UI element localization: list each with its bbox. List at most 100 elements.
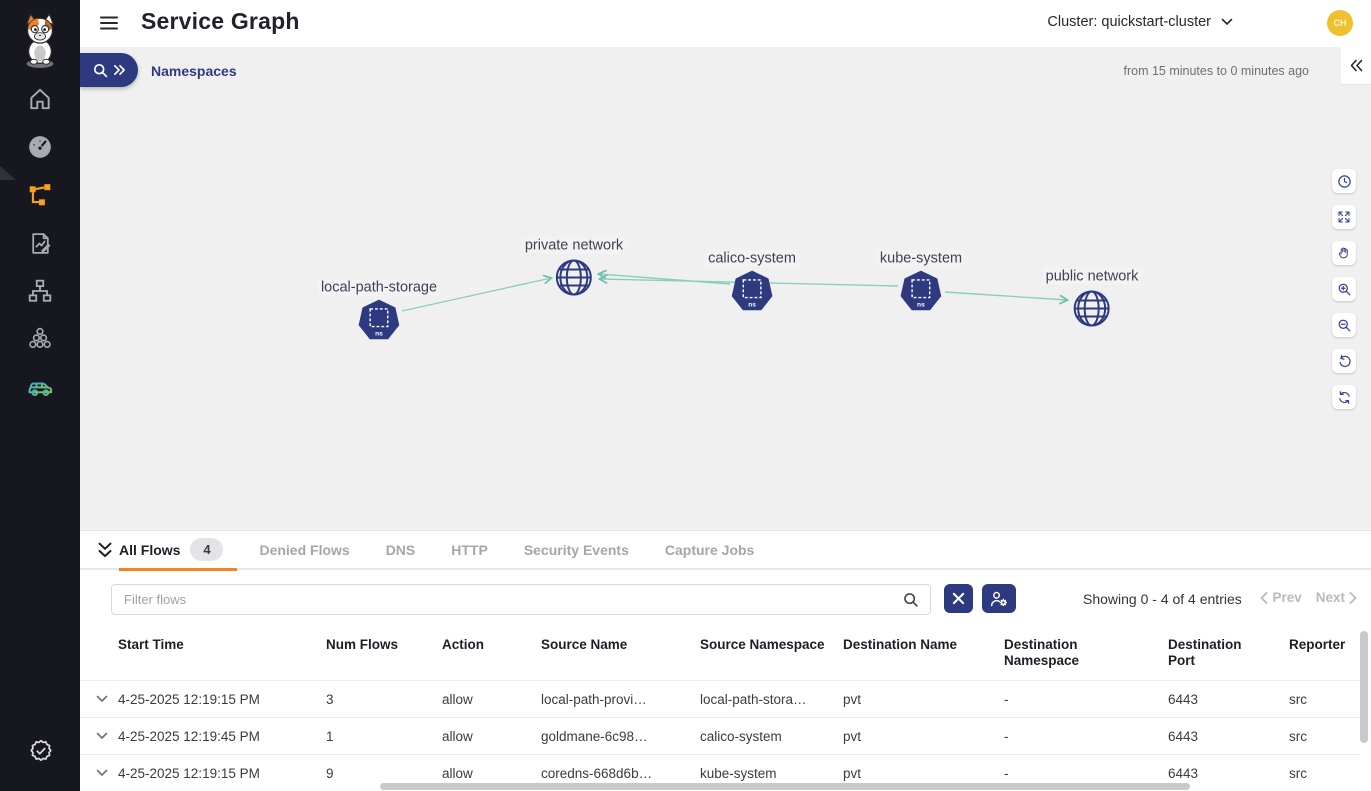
chevron-right-icon — [1349, 591, 1357, 604]
time-control-button[interactable] — [1332, 169, 1356, 193]
cell-destination-port: 6443 — [1168, 728, 1199, 744]
column-header[interactable]: Destination Namespace — [1004, 637, 1080, 669]
table-row[interactable]: 4-25-2025 12:19:45 PM 1 allow goldmane-6… — [80, 717, 1360, 754]
table-row[interactable]: 4-25-2025 12:19:15 PM 3 allow local-path… — [80, 680, 1360, 717]
clear-filter-button[interactable] — [944, 584, 973, 613]
calico-cat-logo[interactable] — [16, 12, 64, 70]
row-expand-chevron-icon[interactable] — [96, 695, 108, 703]
sidebar-nav — [0, 86, 80, 400]
tab-label: DNS — [385, 541, 416, 558]
network-globe-icon — [1074, 290, 1110, 327]
fit-screen-button[interactable] — [1332, 205, 1356, 229]
cell-destination-port: 6443 — [1168, 691, 1199, 707]
cluster-selector-label: Cluster: quickstart-cluster — [1047, 14, 1211, 30]
cell-destination-name: pvt — [843, 728, 862, 744]
sidebar-notch — [0, 166, 16, 180]
graph-node-calico-system[interactable]: calico-system ns — [705, 250, 799, 314]
certification-badge-icon[interactable] — [28, 738, 54, 764]
tab-http[interactable]: HTTP — [433, 530, 506, 569]
cell-source-name: goldmane-6c98… — [541, 728, 648, 744]
tab-label: All Flows — [119, 541, 181, 558]
cell-destination-namespace: - — [1004, 765, 1009, 781]
cell-source-namespace: kube-system — [700, 765, 777, 781]
page-title: Service Graph — [141, 8, 300, 34]
expand-arrows-icon — [1338, 211, 1350, 223]
tab-all-flows[interactable]: All Flows 4 — [119, 530, 241, 571]
cell-num-flows: 1 — [326, 728, 334, 744]
tab-label: Denied Flows — [259, 541, 350, 558]
sidebar-item-image-assurance[interactable] — [16, 374, 64, 400]
namespace-icon: ns — [900, 270, 942, 311]
tab-security-events[interactable]: Security Events — [506, 530, 647, 569]
sidebar-item-network-topology[interactable] — [16, 278, 64, 304]
zoom-in-icon — [1338, 283, 1350, 295]
cell-source-namespace: local-path-stora… — [700, 691, 807, 707]
graph-search-pill[interactable] — [80, 53, 138, 87]
vertical-scrollbar-thumb[interactable] — [1360, 631, 1368, 743]
sidebar-item-home[interactable] — [16, 86, 64, 112]
row-expand-chevron-icon[interactable] — [96, 732, 108, 740]
chevron-down-icon — [1221, 18, 1233, 26]
right-panel-toggle-button[interactable] — [1341, 47, 1371, 85]
undo-layout-button[interactable] — [1332, 349, 1356, 373]
hand-icon — [1338, 247, 1348, 259]
graph-node-private-network[interactable]: private network — [521, 237, 627, 299]
prev-page-button[interactable]: Prev — [1260, 590, 1302, 605]
service-graph-icon — [29, 184, 51, 206]
column-header[interactable]: Action — [442, 637, 484, 652]
hamburger-menu-icon[interactable] — [97, 11, 121, 35]
pan-tool-button[interactable] — [1332, 241, 1356, 265]
cell-reporter: src — [1289, 728, 1307, 744]
undo-icon — [1339, 354, 1351, 367]
user-gear-icon — [990, 591, 1008, 606]
showing-entries-label: Showing 0 - 4 of 4 entries — [1083, 591, 1242, 607]
flow-settings-button[interactable] — [982, 584, 1016, 613]
cell-action: allow — [442, 765, 473, 781]
all-flows-count-badge: 4 — [190, 538, 224, 561]
tab-label: Security Events — [523, 541, 629, 558]
cell-destination-name: pvt — [843, 765, 862, 781]
next-page-button[interactable]: Next — [1316, 590, 1357, 605]
column-header[interactable]: Num Flows — [326, 637, 399, 652]
sidebar-item-service-graph[interactable] — [16, 182, 64, 208]
service-graph-canvas: Namespaces from 15 minutes to 0 minutes … — [80, 47, 1371, 530]
tab-dns[interactable]: DNS — [368, 530, 434, 569]
car-icon — [28, 382, 53, 396]
cluster-selector[interactable]: Cluster: quickstart-cluster — [1047, 14, 1233, 30]
column-header[interactable]: Start Time — [118, 637, 184, 652]
cell-source-namespace: calico-system — [700, 728, 782, 744]
column-header[interactable]: Destination Port — [1168, 637, 1242, 669]
flows-tabs: All Flows 4 Denied Flows DNS HTTP Securi… — [119, 530, 772, 571]
cell-source-name: coredns-668d6b… — [541, 765, 653, 781]
horizontal-scrollbar-thumb[interactable] — [380, 783, 1190, 790]
graph-node-kube-system[interactable]: kube-system ns — [876, 250, 966, 314]
svg-text:ns: ns — [748, 301, 756, 308]
zoom-in-button[interactable] — [1332, 277, 1356, 301]
column-header[interactable]: Source Namespace — [700, 637, 825, 652]
sidebar-item-reports[interactable] — [16, 230, 64, 256]
breadcrumb-namespaces[interactable]: Namespaces — [151, 63, 237, 79]
sidebar-item-clusters[interactable] — [16, 326, 64, 352]
graph-node-public-network[interactable]: public network — [1042, 268, 1142, 330]
collapse-panel-icon[interactable] — [94, 540, 116, 562]
search-icon[interactable] — [902, 591, 920, 609]
column-header[interactable]: Destination Name — [843, 637, 958, 652]
dashboard-gauge-icon — [29, 136, 51, 158]
row-expand-chevron-icon[interactable] — [96, 769, 108, 777]
refresh-button[interactable] — [1332, 385, 1356, 409]
column-header[interactable]: Source Name — [541, 637, 628, 652]
column-header[interactable]: Reporter — [1289, 637, 1346, 652]
sidebar-item-dashboard[interactable] — [16, 134, 64, 160]
tab-denied-flows[interactable]: Denied Flows — [241, 530, 367, 569]
graph-node-local-path-storage[interactable]: local-path-storage ns — [317, 279, 441, 343]
cell-source-name: local-path-provi… — [541, 691, 647, 707]
sidebar — [0, 0, 80, 791]
zoom-out-button[interactable] — [1332, 313, 1356, 337]
cell-action: allow — [442, 691, 473, 707]
filter-flows-input[interactable] — [111, 584, 931, 615]
namespace-icon: ns — [358, 299, 400, 340]
tab-capture-jobs[interactable]: Capture Jobs — [647, 530, 772, 569]
user-avatar[interactable]: CH — [1327, 10, 1353, 36]
table-row[interactable]: 4-25-2025 12:19:15 PM 9 allow coredns-66… — [80, 754, 1360, 791]
flows-tabs-row: All Flows 4 Denied Flows DNS HTTP Securi… — [80, 530, 1371, 571]
